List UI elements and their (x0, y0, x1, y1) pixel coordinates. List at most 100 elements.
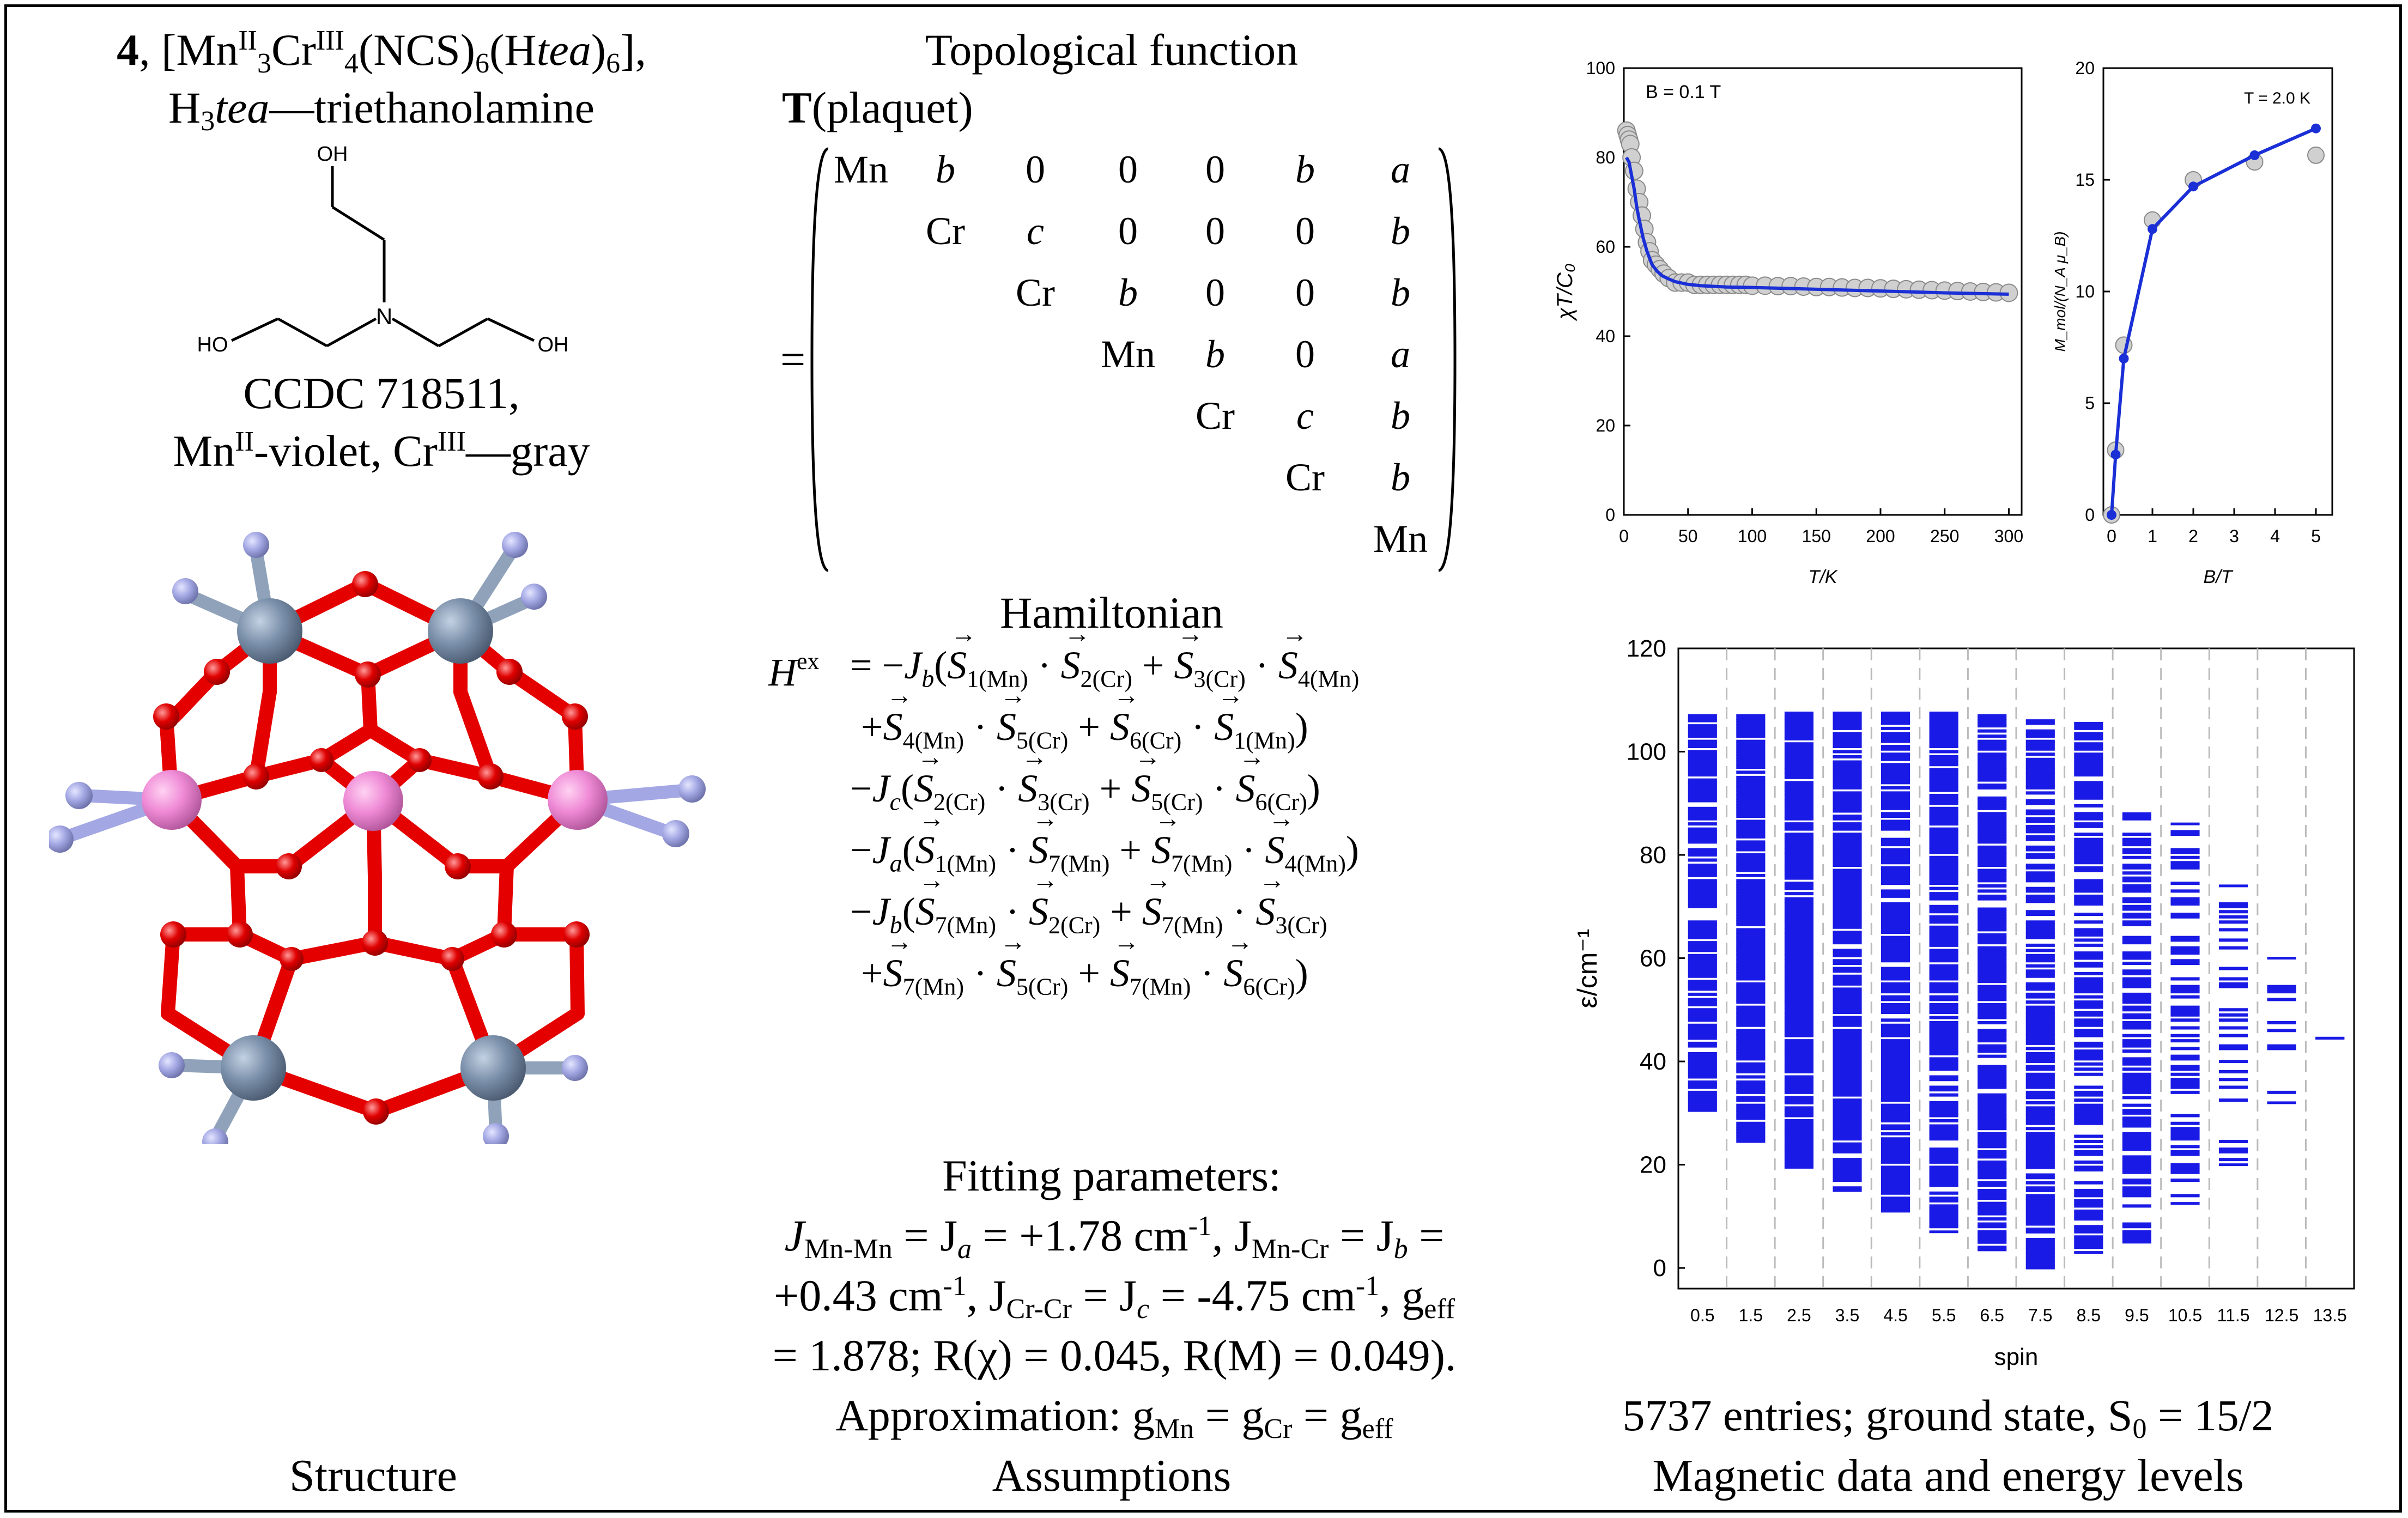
x-tick-label: 3 (2229, 526, 2239, 546)
topology-equals: = (780, 335, 806, 384)
magnetization-chart: 0 1 2 3 4 5 0 5 10 15 20 B/T M_mol/(N_A μ_B) T = 2.0 … (2052, 58, 2333, 587)
hamiltonian-line: +S → 4(Mn) · S → 5(Cr) + S → 6(Cr) · S → 1(Mn)) (861, 681, 1308, 754)
matrix-cell: b (1205, 332, 1225, 376)
matrix-cell: 0 (1205, 209, 1225, 253)
matrix-cell: 0 (1205, 271, 1225, 314)
topology-label: T(plaquet) (782, 83, 973, 132)
spin-level-column (1784, 711, 1813, 1169)
nitrogen-label: N (376, 303, 392, 329)
matrix-cell: a (1391, 148, 1410, 191)
fit-line (2110, 126, 2317, 515)
x-tick-label: 150 (1802, 526, 1831, 546)
matrix-cell: Cr (1016, 271, 1055, 314)
x-tick-label: 2.5 (1787, 1306, 1811, 1325)
x-tick-label: 11.5 (2217, 1306, 2250, 1325)
matrix-cell: a (1391, 332, 1410, 376)
spin-level-column (1833, 711, 1862, 1192)
matrix-cell: 0 (1026, 148, 1045, 191)
y-tick-label: 40 (1640, 1048, 1666, 1075)
spin-level-column (1881, 711, 1910, 1213)
y-tick-label: 10 (2075, 282, 2095, 301)
caption-assumptions: Assumptions (992, 1450, 1232, 1501)
hydroxyl-label-left: HO (197, 333, 228, 356)
matrix-cell: Mn (1373, 517, 1428, 561)
spin-level-column (2267, 957, 2296, 1104)
x-tick-label: 5 (2311, 526, 2321, 546)
matrix-cell: Mn (1100, 332, 1156, 376)
matrix-cell: Mn (833, 148, 889, 191)
x-tick-label: 4 (2270, 526, 2280, 546)
fit-point (2249, 150, 2260, 160)
x-axis-label: T/K (1809, 567, 1838, 587)
y-axis-label: ε/cm⁻¹ (1572, 929, 1603, 1009)
fit-point (2107, 510, 2116, 520)
fit-point (2110, 450, 2121, 460)
approximation: Approximation: gMn = gCr = geff (835, 1391, 1393, 1444)
x-tick-label: 6.5 (1980, 1306, 2004, 1325)
x-tick-label: 200 (1866, 526, 1895, 546)
y-axis-label: χT/C₀ (1553, 263, 1577, 321)
x-tick-label: 5.5 (1932, 1306, 1956, 1325)
hydroxyl-label-top: OH (317, 143, 348, 166)
ligand-name: H3tea—triethanolamine (168, 83, 595, 137)
x-tick-label: 0 (2107, 526, 2116, 546)
fit-point (2119, 354, 2129, 363)
matrix-cell: b (1295, 148, 1315, 191)
y-tick-label: 60 (1640, 945, 1666, 972)
matrix-cell: b (1391, 456, 1410, 499)
y-tick-label: 60 (1596, 237, 1615, 257)
y-tick-label: 40 (1596, 326, 1615, 346)
spin-level-column (2074, 721, 2103, 1254)
y-tick-label: 15 (2075, 170, 2095, 190)
hamiltonian-line: = −Jb(S → 1(Mn) · S → 2(Cr) + S → 3(Cr) · S → 4(… (850, 620, 1360, 693)
annotation: B = 0.1 T (1646, 82, 1721, 102)
matrix-cell: Cr (926, 209, 965, 253)
matrix-cell: 0 (1295, 332, 1315, 376)
x-tick-label: 13.5 (2313, 1306, 2347, 1325)
color-legend: MnII-violet, CrIII—gray (173, 426, 590, 476)
x-tick-label: 300 (1994, 526, 2023, 546)
x-axis-label: spin (1994, 1344, 2039, 1370)
y-axis-label: M_mol/(N_A μ_B) (2052, 231, 2069, 351)
y-tick-label: 100 (1627, 739, 1666, 766)
fit-point (2148, 224, 2157, 234)
caption-structure: Structure (289, 1450, 457, 1501)
energy-level-chart: 0 20 40 60 80 100 120 0.5 1.5 2.5 3.5 4.5 5.5 6.5 7.5 8… (1572, 635, 2355, 1370)
matrix-cell: 0 (1118, 148, 1138, 191)
fitting-line-1: JMn-Mn = Ja = +1.78 cm-1, JMn-Cr = Jb = (784, 1211, 1445, 1265)
y-tick-label: 0 (1653, 1255, 1666, 1282)
x-tick-label: 1 (2148, 526, 2157, 546)
hamiltonian-terms: = −Jb(S → 1(Mn) · S → 2(Cr) + S → 3(Cr) · S → 4(… (828, 620, 1493, 1117)
y-tick-label: 120 (1627, 635, 1666, 662)
spin-level-column (1736, 714, 1766, 1143)
x-tick-label: 2 (2188, 526, 2198, 546)
hamiltonian-line: −Jb(S → 7(Mn) · S → 2(Cr) + S → 7(Mn) · S → 3(Cr… (850, 866, 1327, 939)
y-tick-label: 5 (2085, 393, 2095, 413)
hamiltonian-line: −Ja(S → 1(Mn) · S → 7(Mn) + S → 7(Mn) · S → 4(Mn… (850, 804, 1359, 877)
matrix-cell: Cr (1285, 456, 1325, 499)
compound-formula: 4, [MnII3CrIII4(NCS)6(Htea)6], (117, 25, 646, 79)
x-tick-label: 12.5 (2265, 1306, 2298, 1325)
ground-state-summary: 5737 entries; ground state, S0 = 15/2 (1622, 1391, 2274, 1444)
fit-line (1625, 156, 2009, 296)
annotation: T = 2.0 K (2244, 89, 2310, 107)
matrix-cell: b (1391, 394, 1410, 438)
figure-frame (4, 4, 2402, 1513)
y-tick-label: 20 (1640, 1152, 1666, 1179)
hydroxyl-label-right: OH (538, 333, 569, 356)
x-tick-label: 4.5 (1883, 1306, 1907, 1325)
triethanolamine-structure: N OH HO OH (197, 143, 569, 356)
spin-level-column (2122, 812, 2151, 1244)
spin-level-column (1929, 711, 1958, 1234)
x-tick-label: 1.5 (1739, 1306, 1763, 1325)
topology-title: Topological function (925, 25, 1299, 75)
x-tick-label: 8.5 (2077, 1306, 2101, 1325)
y-tick-label: 0 (2085, 505, 2095, 525)
fitting-line-3: = 1.878; R(χ) = 0.045, R(M) = 0.049). (772, 1331, 1457, 1380)
matrix-cell: b (1391, 209, 1410, 253)
matrix-cell: 0 (1295, 271, 1315, 314)
data-point (2307, 146, 2325, 164)
matrix-cell: 0 (1295, 209, 1315, 253)
matrix-cell: 0 (1205, 148, 1225, 191)
x-tick-label: 100 (1738, 526, 1767, 546)
